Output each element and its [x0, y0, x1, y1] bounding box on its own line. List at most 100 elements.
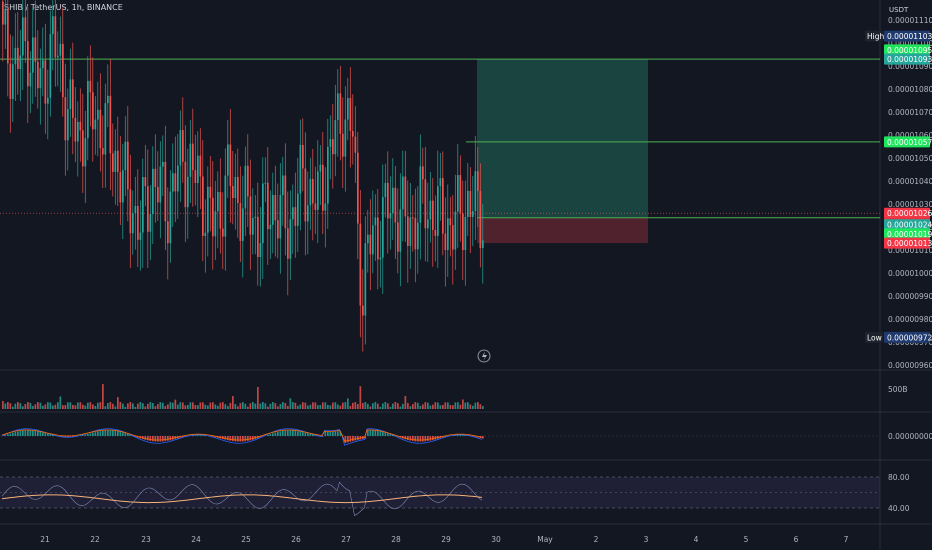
rsi-line: [1, 481, 483, 517]
entry-teal-tag[interactable]: 0.00001024: [884, 219, 932, 231]
volume-bar: [362, 403, 364, 409]
volume-bar: [382, 403, 384, 409]
volume-bar: [372, 403, 374, 409]
volume-bar: [159, 402, 162, 409]
time-axis-label: 21: [40, 535, 50, 544]
current-price-tag[interactable]: 0.00001026: [884, 207, 932, 219]
macd-bar: [334, 431, 337, 436]
volume-bar: [299, 404, 302, 409]
candle-body: [457, 175, 459, 212]
candle-body: [374, 217, 377, 226]
candle-body: [412, 217, 414, 219]
macd-bar: [259, 436, 262, 438]
time-axis-label: 26: [291, 535, 301, 544]
candle-body: [157, 187, 159, 203]
volume-bar: [57, 402, 59, 409]
volume-bar: [54, 404, 57, 409]
candle-body: [372, 225, 374, 255]
candle-body: [322, 164, 324, 211]
volume-bar: [429, 405, 432, 409]
entry-green-tag[interactable]: 0.00001019: [884, 228, 932, 240]
macd-bar: [129, 434, 132, 436]
macd-bar: [272, 433, 274, 436]
macd-bar: [37, 431, 39, 436]
target-top-green-tag[interactable]: 0.00001095: [884, 44, 932, 56]
macd-bar: [34, 431, 37, 436]
time-axis-label: 27: [341, 535, 351, 544]
volume-bar: [212, 402, 214, 409]
candle-body: [87, 80, 89, 139]
candle-body: [397, 222, 399, 252]
volume-bar: [17, 402, 19, 409]
entry-teal-tag-bg: [884, 219, 930, 231]
price-tick-label: 0.00000990: [888, 292, 932, 301]
candle-body: [237, 176, 239, 203]
candle-body: [329, 139, 332, 147]
candle-body: [172, 173, 174, 192]
macd-bar: [292, 430, 294, 436]
macd-bar: [424, 436, 427, 442]
candle-body: [459, 175, 462, 214]
volume-bar: [339, 405, 342, 409]
macd-bar: [367, 430, 369, 436]
target-top-teal-tag[interactable]: 0.00001093: [884, 53, 932, 65]
volume-bar: [127, 403, 129, 409]
macd-bar: [42, 432, 44, 436]
candle-body: [117, 150, 119, 173]
volume-bar: [109, 402, 112, 409]
candle-body: [392, 187, 394, 213]
candle-body: [137, 205, 139, 240]
volume-bar: [89, 402, 92, 409]
mid-target-tag[interactable]: 0.00001057: [884, 136, 932, 148]
volume-bar: [442, 404, 444, 409]
volume-bar: [64, 405, 67, 409]
candle-body: [462, 213, 464, 251]
volume-bar: [179, 402, 182, 409]
volume-bar: [359, 386, 362, 409]
macd-bar: [89, 433, 92, 436]
entry-teal-tag-text: 0.00001024: [887, 221, 932, 230]
macd-bar: [47, 433, 49, 436]
candle-body: [52, 16, 54, 35]
candle-body: [124, 141, 127, 171]
candle-body: [414, 217, 417, 250]
volume-bar: [22, 406, 24, 409]
time-axis-label: 30: [491, 535, 501, 544]
volume-bar: [47, 402, 49, 409]
volume-bar: [157, 404, 159, 409]
volume-bar: [419, 405, 422, 409]
alert-bolt-icon[interactable]: [477, 349, 491, 363]
macd-bar: [159, 436, 162, 442]
macd-bar: [122, 432, 124, 436]
macd-bar: [432, 436, 434, 441]
macd-bar: [329, 431, 332, 436]
price-tick-label: 0.00001030: [888, 200, 932, 209]
macd-bar: [314, 435, 317, 436]
macd-bar: [274, 432, 277, 436]
candle-body: [422, 166, 424, 180]
stop-red-tag[interactable]: 0.00001013: [884, 237, 932, 249]
high-price-tag[interactable]: High 0.00001103: [865, 30, 932, 42]
candle-body: [72, 79, 74, 118]
volume-bar: [147, 403, 149, 409]
low-price-tag[interactable]: Low 0.00000972: [865, 331, 932, 343]
candle-body: [304, 168, 307, 222]
volume-bar: [104, 406, 107, 409]
candle-body: [192, 143, 194, 171]
macd-bar: [442, 436, 444, 438]
macd-bar: [24, 430, 27, 436]
macd-bar: [142, 436, 144, 440]
candle-body: [347, 98, 349, 120]
volume-bar: [49, 402, 52, 409]
macd-bar: [372, 430, 374, 436]
volume-bar: [79, 402, 82, 409]
candle-body: [357, 152, 359, 224]
candle-body: [64, 97, 67, 141]
volume-bar: [72, 404, 74, 409]
candle-body: [12, 64, 14, 99]
macd-bar: [199, 435, 202, 436]
candle-body: [277, 220, 279, 239]
candle-body: [7, 8, 9, 64]
macd-bar: [194, 435, 197, 436]
